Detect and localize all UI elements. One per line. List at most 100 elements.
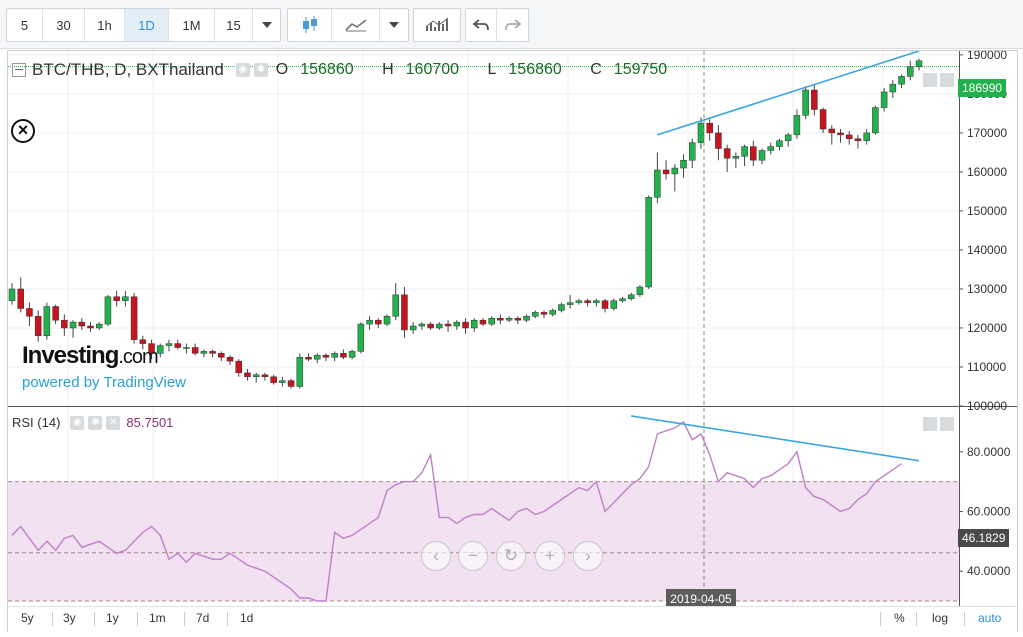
range-1y-button[interactable]: 1y [106,611,119,625]
interval-15-button[interactable]: 15 [215,9,253,41]
eye-icon[interactable]: ◉ [70,415,85,430]
candle-body [514,317,522,321]
separator [964,612,965,626]
undo-button[interactable] [466,9,497,41]
candle-body [540,312,548,315]
logo-name: Investing [22,342,119,369]
candle-body [479,319,487,325]
percent-scale-button[interactable]: % [894,611,905,625]
separator [137,612,138,626]
candle-body [837,132,844,136]
candle-body [828,128,836,134]
range-3y-button[interactable]: 3y [63,611,76,625]
rsi-tick-label: 80.0000 [967,445,1011,459]
candle-body [322,355,330,358]
log-scale-button[interactable]: log [932,611,949,625]
indicators-button[interactable] [414,9,460,41]
candle-body [270,376,277,383]
gear-icon[interactable]: ✱ [253,63,268,77]
history-group [465,8,529,42]
candle-body [287,380,295,387]
candle-body [566,302,574,305]
candle-body [43,306,51,337]
candle-body [854,138,862,141]
candle-body [191,347,199,354]
range-1d-button[interactable]: 1d [240,611,254,625]
reset-button[interactable]: ↻ [496,541,526,571]
auto-scale-button[interactable]: auto [978,611,1002,625]
rsi-band [8,481,959,602]
range-7d-button[interactable]: 7d [196,611,210,625]
candlestick-icon [302,16,317,33]
gear-icon[interactable]: ✱ [88,415,103,430]
candle-body [279,380,286,383]
candle-body [558,304,565,311]
candle-body [863,132,870,141]
price-tick-label: 190000 [967,51,1007,62]
interval-1h-button[interactable]: 1h [85,9,125,41]
price-tick-label: 120000 [967,321,1007,335]
scroll-left-button[interactable]: ‹ [421,541,451,571]
interval-dropdown-button[interactable] [253,9,280,41]
candle-body [689,142,696,161]
eye-icon[interactable]: ◉ [235,63,250,77]
candle-body [575,300,583,303]
candle-body [793,115,801,136]
candle-body [802,89,809,116]
chart-style-group [287,8,409,42]
interval-5-button[interactable]: 5 [7,9,43,41]
close-icon[interactable]: ✕ [106,415,121,430]
line-chart-button[interactable] [332,9,380,41]
price-tick-label: 110000 [967,360,1006,374]
candle-body [444,323,452,327]
candle-body [183,347,190,349]
candle-body [409,325,417,331]
candle-body [313,355,321,360]
candle-body [34,316,42,337]
high-label: H [382,61,394,78]
candle-body [87,325,94,329]
chart-area[interactable]: 1900001800001700001600001500001400001300… [7,50,1018,632]
candle-body [61,319,68,329]
zoom-out-button[interactable]: − [458,541,488,571]
chart-style-dropdown-button[interactable] [380,9,408,41]
collapse-icon[interactable] [12,63,26,77]
interval-1d-button[interactable]: 1D [125,9,169,41]
candle-body [340,353,347,358]
rsi-tick-label: 60.0000 [967,504,1011,518]
pane-minimize-icon [940,417,954,431]
candle-body [226,356,234,362]
candle-body [470,319,478,329]
candle-body [819,109,827,130]
candle-body [26,308,33,317]
candle-body [157,345,164,354]
zoom-in-button[interactable]: + [535,541,565,571]
indicators-icon [425,17,449,31]
candle-body [252,374,260,377]
candle-body [505,317,513,321]
undo-icon [473,19,489,31]
candle-body [130,296,138,340]
candle-body [732,156,740,159]
redo-button[interactable] [497,9,528,41]
interval-30-button[interactable]: 30 [43,9,85,41]
range-1m-button[interactable]: 1m [149,611,166,625]
interval-1m-button[interactable]: 1M [169,9,215,41]
candle-body [784,134,792,141]
scroll-right-button[interactable]: › [573,541,603,571]
candle-body [218,353,225,358]
close-icon[interactable]: × [11,119,35,143]
rsi-tick-label: 40.0000 [967,564,1011,578]
range-5y-button[interactable]: 5y [21,611,34,625]
candle-body [619,298,626,301]
redo-icon [504,19,521,31]
candle-body [209,351,216,354]
candle-body [366,319,373,325]
symbol-title: BTC/THB, D, BXThailand [32,60,224,79]
candlestick-button[interactable] [288,9,332,41]
range-bar: 5y 3y 1y 1m 7d 1d % log auto [8,606,1017,632]
candle-body [601,300,609,309]
candle-body [767,146,774,151]
price-tick-label: 140000 [967,243,1007,257]
chart-canvas[interactable]: 1900001800001700001600001500001400001300… [8,51,1017,631]
